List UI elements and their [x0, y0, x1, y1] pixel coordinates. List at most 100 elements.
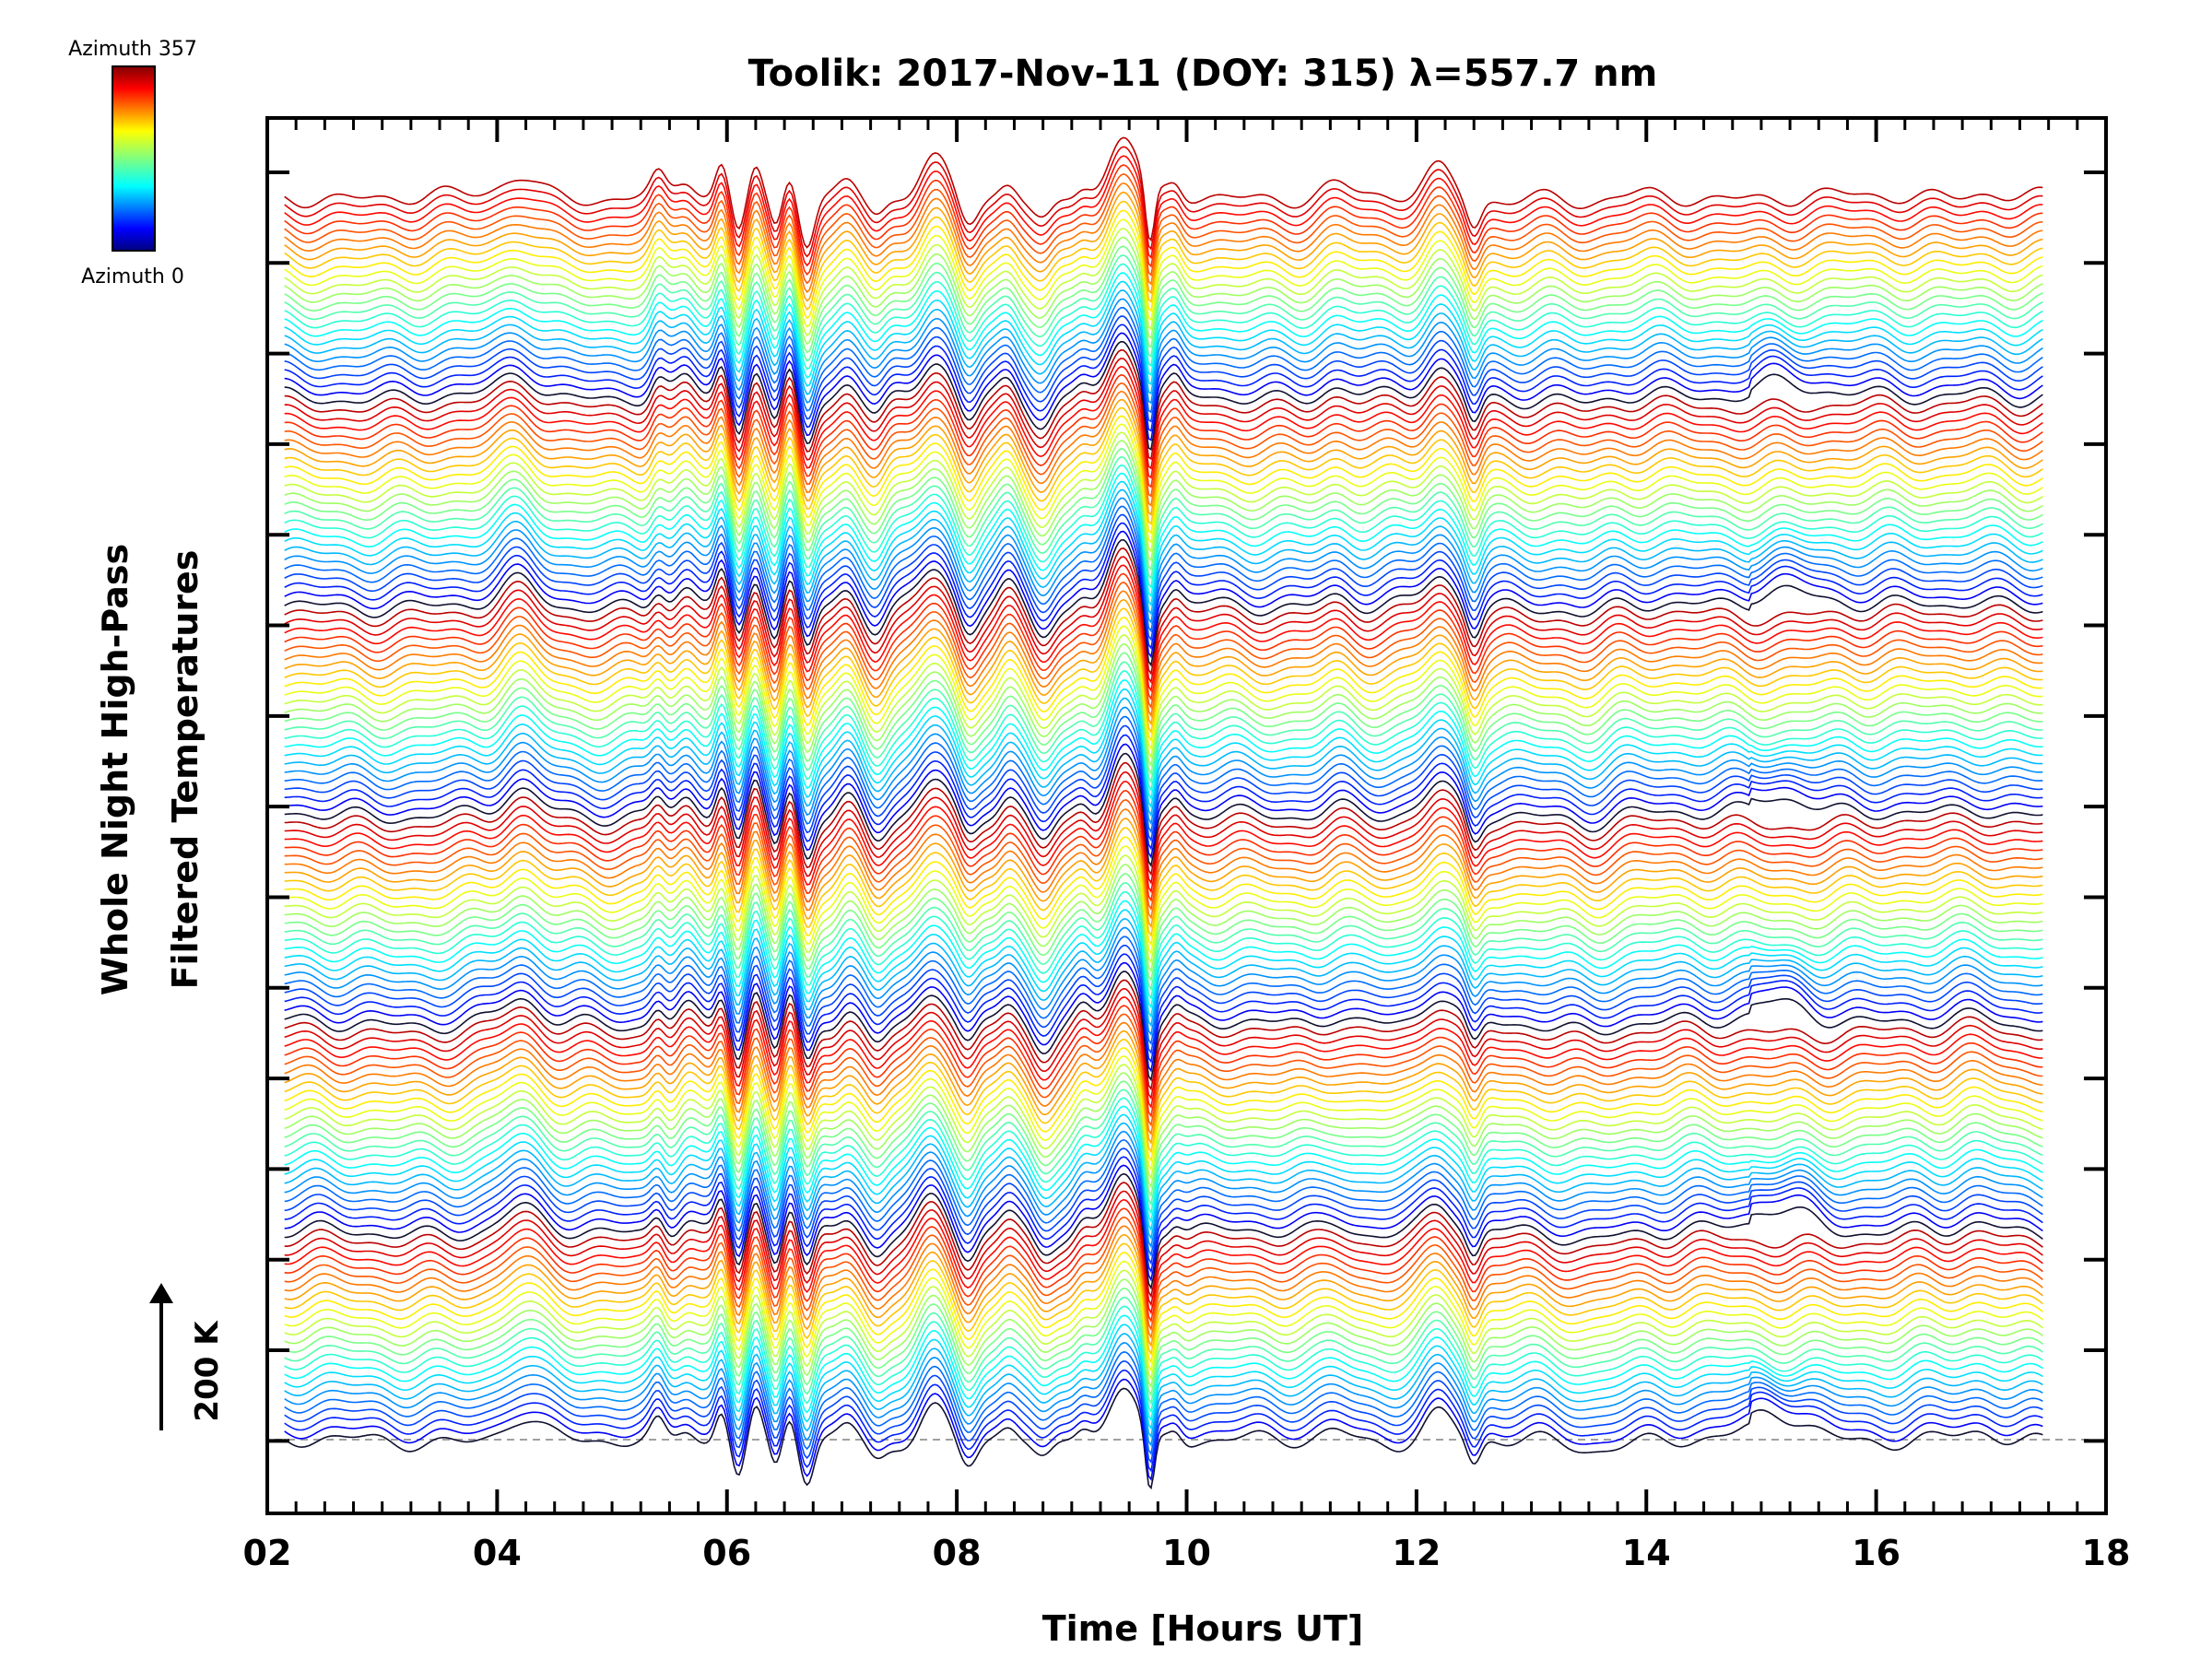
series-line-106: [284, 455, 2043, 580]
x-tick-label-12: 12: [1392, 1533, 1441, 1573]
x-tick-label-10: 10: [1162, 1533, 1211, 1573]
series-line-66: [284, 808, 2043, 920]
series-line-130: [284, 254, 2043, 362]
series-line-113: [284, 398, 2043, 516]
series-line-67: [284, 799, 2043, 912]
series-line-56: [284, 900, 2043, 1009]
series-line-88: [284, 607, 2043, 735]
colorbar-top-label: Azimuth 357: [68, 38, 197, 61]
series-line-62: [284, 845, 2043, 956]
series-line-54: [284, 918, 2043, 1028]
series-line-90: [284, 590, 2043, 718]
series-line-37: [284, 1064, 2043, 1181]
series-line-83: [284, 652, 2043, 776]
series-line-136: [284, 200, 2043, 311]
series-line-123: [284, 315, 2043, 423]
series-line-126: [284, 289, 2043, 395]
series-line-108: [284, 440, 2043, 562]
series-line-87: [284, 616, 2043, 743]
series-line-101: [284, 497, 2043, 624]
series-line-17: [284, 1233, 2043, 1347]
series-line-42: [284, 1021, 2043, 1136]
series-line-5: [284, 1342, 2043, 1447]
series-line-10: [284, 1296, 2043, 1406]
colorbar: Azimuth 357 Azimuth 0: [68, 38, 197, 288]
series-line-64: [284, 827, 2043, 937]
x-tick-label-06: 06: [702, 1533, 751, 1573]
x-tick-labels: 02 04 06 08 10 12 14 16 18: [243, 1533, 2131, 1573]
series-line-84: [284, 642, 2043, 768]
series-line-140: [284, 164, 2043, 276]
series-line-29: [284, 1130, 2043, 1249]
series-line-51: [284, 945, 2043, 1054]
series-line-14: [284, 1260, 2043, 1372]
series-line-22: [284, 1190, 2043, 1307]
minor-ticks: [294, 118, 2079, 1513]
series-line-27: [284, 1147, 2043, 1265]
series-line-109: [284, 431, 2043, 553]
series-line-30: [284, 1122, 2043, 1241]
series-line-55: [284, 909, 2043, 1018]
series-line-7: [284, 1324, 2043, 1430]
series-line-116: [284, 373, 2043, 488]
series-line-2: [284, 1369, 2043, 1473]
series-line-35: [284, 1080, 2043, 1197]
series-line-129: [284, 263, 2043, 371]
series-line-81: [284, 670, 2043, 793]
y-axis-label: Whole Night High-Pass Filtered Temperatu…: [95, 544, 206, 995]
x-tick-label-02: 02: [243, 1533, 292, 1573]
series-line-43: [284, 1013, 2043, 1127]
plot-area: [265, 116, 2108, 1515]
series-line-71: [284, 761, 2043, 877]
series-line-36: [284, 1072, 2043, 1189]
series-line-76: [284, 715, 2043, 834]
series-line-98: [284, 522, 2043, 651]
series-line-49: [284, 961, 2043, 1073]
series-line-85: [284, 634, 2043, 759]
series-line-11: [284, 1287, 2043, 1397]
series-line-119: [284, 348, 2043, 461]
series-line-120: [284, 340, 2043, 452]
series-line-86: [284, 625, 2043, 751]
series-line-69: [284, 780, 2043, 894]
series-line-111: [284, 415, 2043, 535]
series-line-38: [284, 1055, 2043, 1171]
series-line-137: [284, 191, 2043, 302]
series-line-50: [284, 953, 2043, 1064]
series-line-118: [284, 357, 2043, 470]
series-line-117: [284, 365, 2043, 479]
series-line-6: [284, 1333, 2043, 1439]
series-line-138: [284, 182, 2043, 294]
series-line-63: [284, 836, 2043, 947]
series-line-107: [284, 448, 2043, 571]
series-line-122: [284, 324, 2043, 432]
series-line-124: [284, 306, 2043, 414]
series-line-25: [284, 1164, 2043, 1282]
series-line-125: [284, 298, 2043, 405]
series-line-33: [284, 1097, 2043, 1215]
scale-bar-label: 200 K: [189, 1320, 226, 1422]
series-line-135: [284, 209, 2043, 320]
series-line-24: [284, 1172, 2043, 1290]
y-ticks: [267, 170, 2106, 1443]
series-line-48: [284, 971, 2043, 1082]
y-axis-label-line1: Whole Night High-Pass: [95, 544, 135, 995]
series-line-72: [284, 752, 2043, 868]
series-group: [284, 136, 2043, 1490]
series-line-96: [284, 538, 2043, 667]
series-line-105: [284, 464, 2043, 589]
series-line-9: [284, 1305, 2043, 1414]
series-line-114: [284, 390, 2043, 507]
series-line-74: [284, 734, 2043, 851]
series-line-99: [284, 513, 2043, 641]
series-line-68: [284, 789, 2043, 902]
series-line-91: [284, 581, 2043, 710]
series-line-131: [284, 245, 2043, 354]
series-line-94: [284, 556, 2043, 684]
scale-bar: 200 K: [149, 1283, 226, 1430]
x-axis-label: Time [Hours UT]: [1042, 1608, 1364, 1649]
series-line-16: [284, 1242, 2043, 1356]
x-tick-label-04: 04: [473, 1533, 522, 1573]
x-tick-label-16: 16: [1852, 1533, 1900, 1573]
